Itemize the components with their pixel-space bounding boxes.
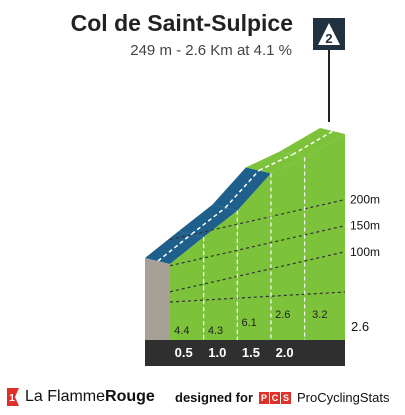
segment-gradient-label: 4.4 bbox=[174, 325, 189, 337]
elevation-tick-label: 100m bbox=[350, 245, 380, 259]
side-wall bbox=[145, 258, 170, 340]
road-centre-line bbox=[191, 207, 226, 235]
distance-base-band bbox=[145, 340, 345, 366]
segment-gradient-label: 2.6 bbox=[275, 309, 290, 321]
svg-text:1: 1 bbox=[9, 393, 15, 404]
elevation-tick-label: 200m bbox=[350, 193, 380, 207]
elevation-profile-chart: 2 100m 150m 200m 0.5 1.0 1.5 2.0 4.4 4.3 6.1 2.6 3.… bbox=[145, 18, 380, 366]
brand-suffix: Rouge bbox=[105, 388, 155, 405]
pcs-letter: P bbox=[259, 391, 270, 404]
segment-face bbox=[304, 134, 345, 340]
pcs-letter: S bbox=[281, 391, 292, 404]
designed-for-label: designed for bbox=[175, 390, 254, 405]
brand-prefix: La Flamme bbox=[25, 388, 106, 405]
category-badge-label: 2 bbox=[325, 31, 332, 46]
distance-tick-label: 2.0 bbox=[276, 345, 294, 360]
pcs-name: ProCyclingStats bbox=[297, 390, 390, 405]
pcs-letter: C bbox=[270, 391, 281, 404]
segment-surface bbox=[178, 204, 238, 238]
elevation-tick-label: 150m bbox=[350, 219, 380, 233]
base-gridline bbox=[169, 291, 346, 303]
climb-stats: 249 m - 2.6 Km at 4.1 % bbox=[130, 42, 292, 59]
road-centre-line bbox=[157, 233, 193, 262]
distance-tick-label: 1.0 bbox=[208, 345, 226, 360]
segment-gradient-label: 3.2 bbox=[312, 309, 327, 321]
badge-triangle-icon bbox=[318, 23, 340, 45]
segment-surface bbox=[245, 151, 305, 174]
road-centre-line bbox=[292, 130, 334, 156]
total-distance-label: 2.6 bbox=[351, 319, 369, 334]
segment-gradient-label: 6.1 bbox=[241, 317, 256, 329]
climb-title: Col de Saint-Sulpice bbox=[70, 10, 293, 36]
segment-gradient-label: 4.3 bbox=[208, 325, 223, 337]
segment-face bbox=[203, 210, 238, 340]
road-centre-line bbox=[224, 169, 260, 209]
road-centre-line bbox=[258, 153, 293, 172]
segment-face bbox=[170, 237, 204, 340]
segment-face bbox=[237, 173, 271, 340]
flag-icon: 1 bbox=[7, 388, 19, 406]
laflammerouge-logo: 1 La Flamme Rouge bbox=[6, 388, 155, 406]
chart-layer: 100m 150m 200m 0.5 1.0 1.5 2.0 4.4 4.3 6.1 2.6 3.2 2… bbox=[145, 128, 380, 366]
distance-tick-label: 1.5 bbox=[242, 345, 260, 360]
distance-tick-label: 0.5 bbox=[175, 345, 193, 360]
